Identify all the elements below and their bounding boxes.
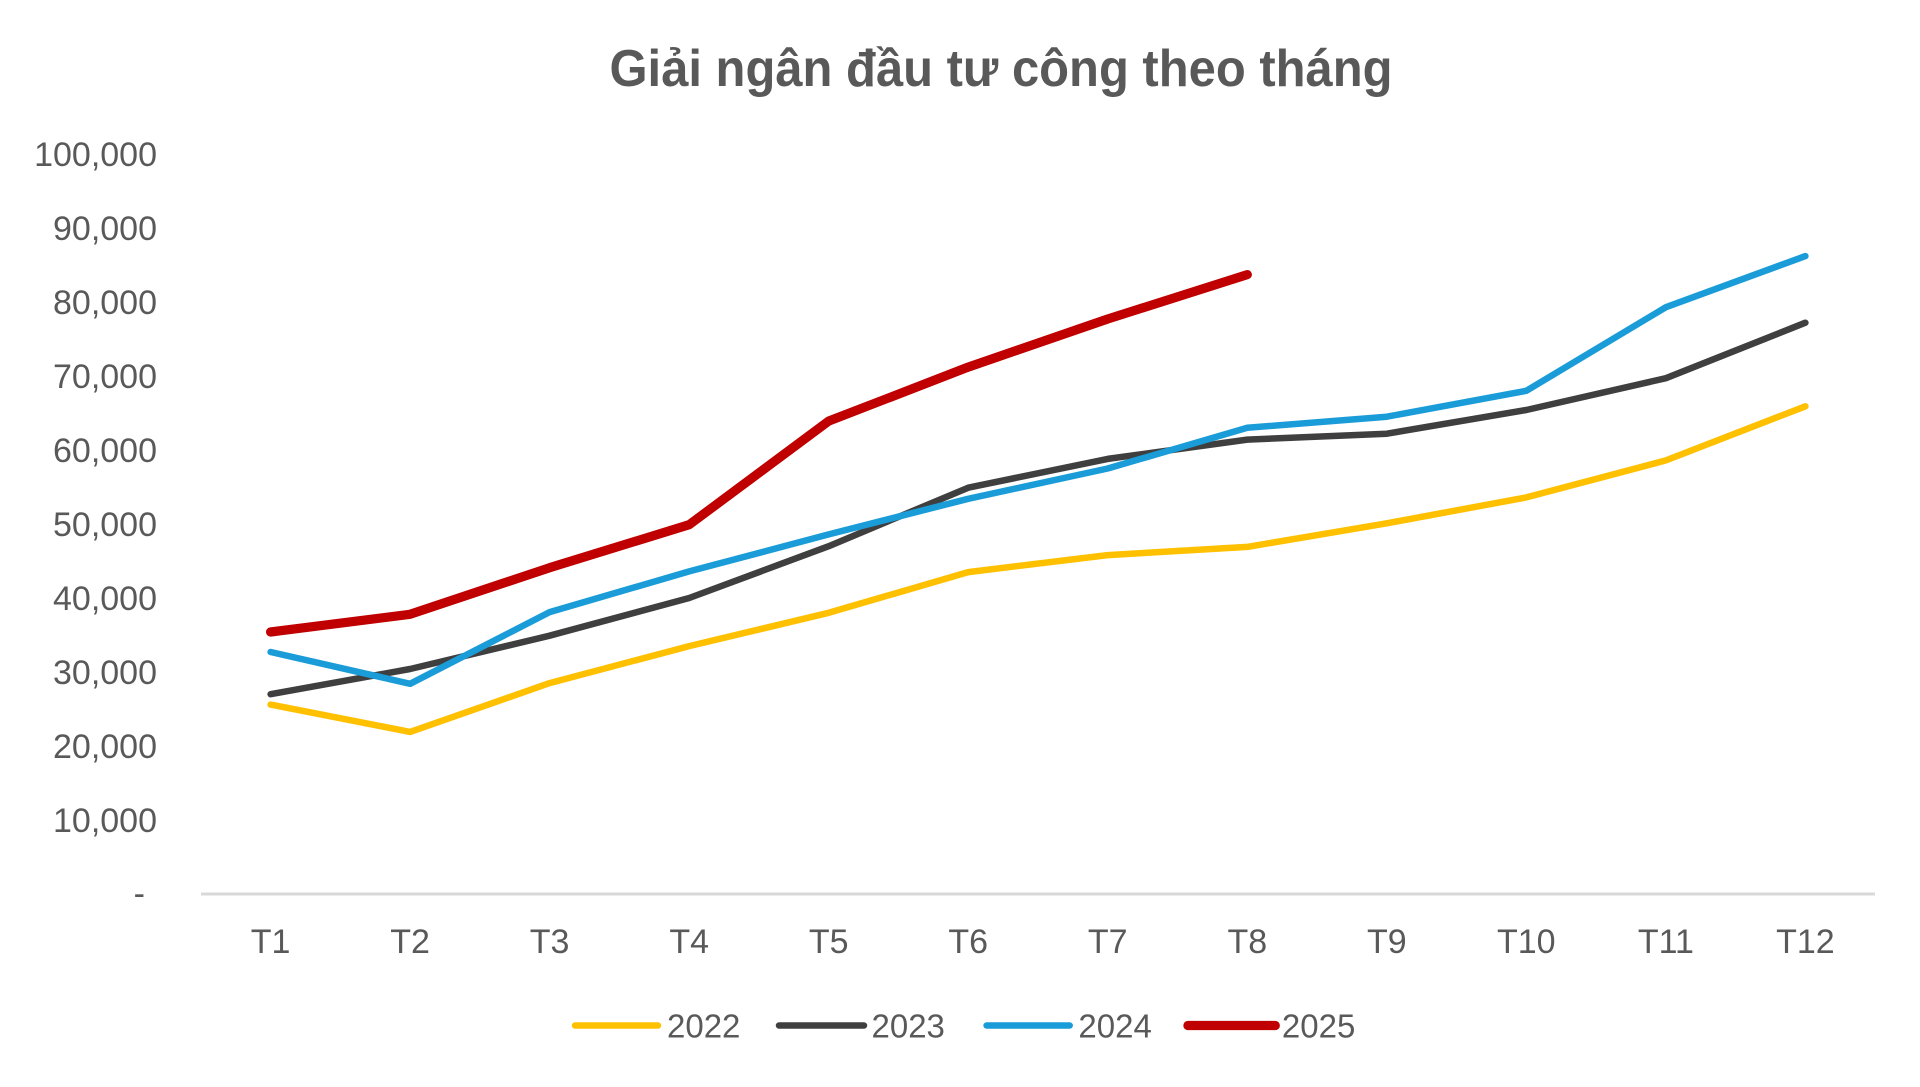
- svg-text:2023: 2023: [872, 1008, 945, 1045]
- svg-text:T4: T4: [669, 923, 709, 961]
- svg-text:2024: 2024: [1078, 1008, 1151, 1045]
- svg-text:60,000: 60,000: [53, 432, 157, 470]
- svg-text:-: -: [134, 875, 145, 913]
- svg-text:T7: T7: [1088, 923, 1128, 961]
- svg-text:90,000: 90,000: [53, 210, 157, 248]
- svg-text:Giải ngân đầu tư công theo thá: Giải ngân đầu tư công theo tháng: [610, 40, 1393, 98]
- svg-text:T3: T3: [530, 923, 570, 961]
- svg-text:40,000: 40,000: [53, 580, 157, 618]
- svg-text:T12: T12: [1776, 923, 1835, 961]
- svg-text:100,000: 100,000: [34, 136, 157, 174]
- svg-text:T9: T9: [1367, 923, 1407, 961]
- svg-text:10,000: 10,000: [53, 802, 157, 840]
- svg-text:T1: T1: [251, 923, 291, 961]
- svg-text:30,000: 30,000: [53, 654, 157, 692]
- svg-text:T5: T5: [809, 923, 849, 961]
- svg-text:T10: T10: [1497, 923, 1556, 961]
- svg-text:20,000: 20,000: [53, 728, 157, 766]
- svg-text:T6: T6: [948, 923, 988, 961]
- svg-text:2022: 2022: [667, 1008, 740, 1045]
- svg-text:50,000: 50,000: [53, 506, 157, 544]
- svg-text:2025: 2025: [1282, 1008, 1355, 1045]
- svg-text:80,000: 80,000: [53, 284, 157, 322]
- svg-text:T8: T8: [1227, 923, 1267, 961]
- svg-text:T2: T2: [390, 923, 430, 961]
- svg-text:70,000: 70,000: [53, 358, 157, 396]
- svg-text:T11: T11: [1638, 923, 1694, 961]
